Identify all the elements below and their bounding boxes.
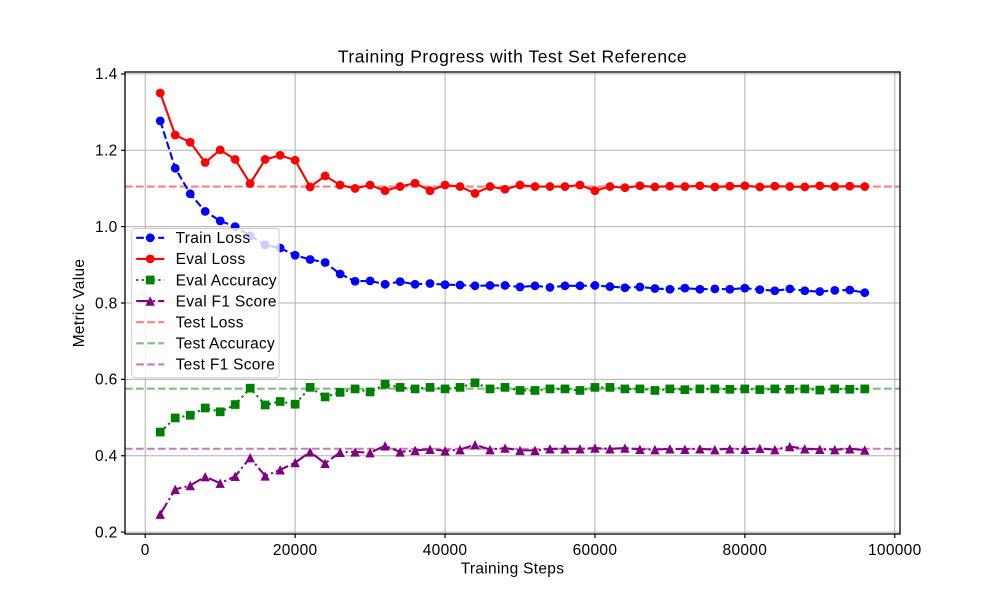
svg-text:0.8: 0.8 — [95, 295, 117, 312]
svg-text:0.6: 0.6 — [95, 372, 117, 389]
svg-text:0.2: 0.2 — [95, 524, 117, 541]
svg-text:0: 0 — [141, 542, 150, 559]
svg-text:1.0: 1.0 — [95, 219, 118, 236]
svg-text:Test Loss: Test Loss — [176, 315, 244, 332]
svg-text:60000: 60000 — [573, 542, 618, 559]
svg-text:Eval F1 Score: Eval F1 Score — [176, 293, 277, 310]
svg-text:20000: 20000 — [273, 542, 318, 559]
svg-text:Metric Value: Metric Value — [71, 259, 88, 348]
svg-text:Test F1 Score: Test F1 Score — [176, 357, 276, 374]
svg-text:100000: 100000 — [868, 542, 922, 559]
svg-text:Test Accuracy: Test Accuracy — [176, 336, 276, 353]
svg-text:Training Progress with Test Se: Training Progress with Test Set Referenc… — [338, 47, 687, 67]
svg-text:1.4: 1.4 — [95, 66, 118, 83]
svg-text:Training Steps: Training Steps — [461, 560, 565, 577]
svg-text:80000: 80000 — [723, 542, 768, 559]
svg-text:Train Loss: Train Loss — [176, 230, 251, 247]
svg-text:40000: 40000 — [423, 542, 468, 559]
svg-text:0.4: 0.4 — [95, 448, 118, 465]
svg-text:Eval Loss: Eval Loss — [176, 251, 246, 268]
svg-text:1.2: 1.2 — [95, 143, 117, 160]
svg-text:Eval Accuracy: Eval Accuracy — [176, 272, 277, 289]
